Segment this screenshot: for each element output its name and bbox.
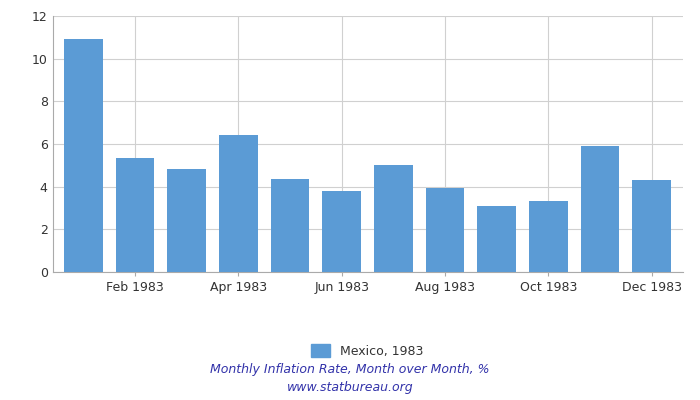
Bar — [374, 165, 413, 272]
Bar — [529, 200, 568, 272]
Bar — [64, 40, 103, 272]
Bar — [580, 146, 620, 272]
Text: Monthly Inflation Rate, Month over Month, %: Monthly Inflation Rate, Month over Month… — [210, 364, 490, 376]
Bar — [632, 180, 671, 272]
Text: www.statbureau.org: www.statbureau.org — [287, 382, 413, 394]
Bar — [219, 136, 258, 272]
Bar — [271, 179, 309, 272]
Bar — [116, 158, 155, 272]
Bar — [322, 191, 361, 272]
Bar — [477, 206, 516, 272]
Bar — [167, 168, 206, 272]
Legend: Mexico, 1983: Mexico, 1983 — [307, 340, 428, 363]
Bar — [426, 188, 464, 272]
